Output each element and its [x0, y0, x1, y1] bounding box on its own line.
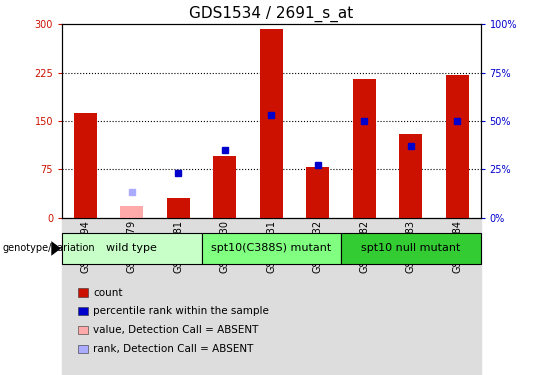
Bar [201, 217, 248, 375]
Text: wild type: wild type [106, 243, 157, 254]
Title: GDS1534 / 2691_s_at: GDS1534 / 2691_s_at [189, 5, 354, 22]
Bar [62, 232, 201, 264]
Bar [295, 217, 341, 375]
Bar [260, 29, 283, 218]
Bar [62, 217, 109, 375]
Text: percentile rank within the sample: percentile rank within the sample [93, 306, 269, 316]
Bar [109, 217, 155, 375]
Bar [248, 217, 295, 375]
Bar [306, 167, 329, 217]
Text: value, Detection Call = ABSENT: value, Detection Call = ABSENT [93, 325, 258, 335]
Bar [155, 217, 201, 375]
Bar [353, 79, 376, 218]
Bar [74, 112, 97, 218]
Bar [341, 217, 388, 375]
Bar [201, 232, 341, 264]
Text: count: count [93, 288, 123, 297]
Text: spt10 null mutant: spt10 null mutant [361, 243, 461, 254]
Bar [167, 198, 190, 217]
Bar [446, 75, 469, 217]
Text: genotype/variation: genotype/variation [3, 243, 96, 254]
Text: rank, Detection Call = ABSENT: rank, Detection Call = ABSENT [93, 344, 253, 354]
Bar [388, 217, 434, 375]
Bar [341, 232, 481, 264]
Bar [120, 206, 144, 218]
Polygon shape [51, 241, 61, 256]
Bar [434, 217, 481, 375]
Bar [213, 156, 237, 218]
Text: spt10(C388S) mutant: spt10(C388S) mutant [211, 243, 332, 254]
Bar [399, 134, 422, 218]
